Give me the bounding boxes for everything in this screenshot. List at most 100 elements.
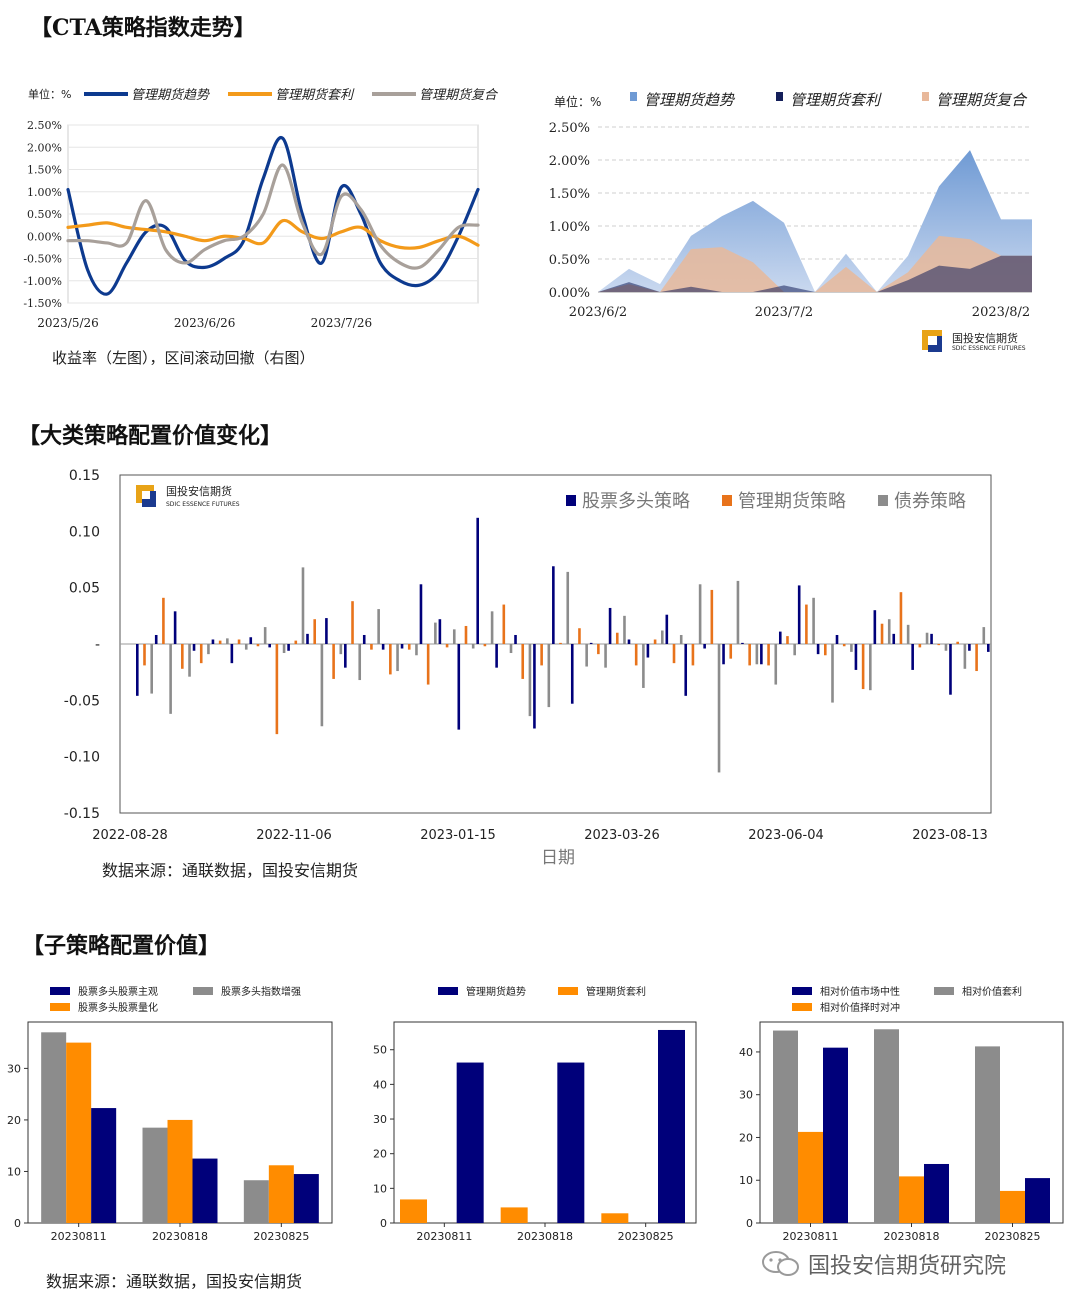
bar [167, 1119, 193, 1223]
bar [760, 644, 763, 665]
bar [377, 609, 380, 644]
sub-cta-chart: 0 10 20 30 40 50 20230811 20230818 20230825 管理期货趋… [373, 985, 697, 1243]
bigclass-source: 数据来源：通联数据，国投安信期货 [102, 861, 359, 880]
y-tick-label: 0.50% [549, 253, 590, 268]
bar [400, 1199, 427, 1223]
x-tick-label: 2023-01-15 [420, 828, 496, 843]
bar [332, 644, 335, 679]
bar [854, 644, 858, 670]
bar [566, 571, 570, 644]
legend-swatch [566, 495, 576, 506]
bar [438, 619, 442, 644]
bar [136, 644, 139, 696]
bar [842, 644, 846, 647]
legend-label: 股票多头股票主观 [78, 985, 158, 998]
bar [500, 1207, 528, 1223]
bar [642, 644, 645, 688]
bar [824, 644, 827, 656]
bar [528, 644, 532, 717]
sub-section-title: 【子策略配置价值】 [22, 933, 221, 959]
y-tick-label: -0.05 [64, 693, 100, 709]
sub-stock-chart: 010203020230811 20230818 20230825股票多头股票主观股… [7, 985, 333, 1243]
unit-label: 单位：% [554, 94, 601, 109]
y-tick-label: 10 [7, 1165, 21, 1178]
y-tick-label: 0 [14, 1217, 21, 1230]
bar [237, 639, 241, 644]
bar [162, 597, 165, 644]
bar [294, 640, 298, 644]
x-tick-label: 2022-11-06 [256, 828, 332, 843]
bar [691, 644, 695, 666]
bar [831, 644, 834, 703]
bar [471, 644, 475, 649]
bar [892, 633, 896, 644]
legend-swatch [558, 987, 578, 995]
y-tick-label: 0.15 [69, 468, 100, 484]
bar [703, 644, 706, 649]
bar [540, 644, 543, 666]
bar [949, 644, 952, 695]
bar [778, 631, 782, 644]
legend-label: 股票多头股票量化 [78, 1001, 158, 1014]
y-tick-label: 0.05 [69, 581, 100, 597]
bar [679, 634, 683, 644]
bar [722, 644, 725, 665]
y-tick-label: 30 [739, 1089, 753, 1102]
sdic-logo-en: SDIC ESSENCE FUTURES [952, 345, 1026, 352]
bar [982, 627, 986, 644]
bar [578, 628, 581, 644]
legend-swatch [438, 987, 458, 995]
bar [509, 644, 513, 654]
bar [419, 584, 423, 644]
y-tick-label: 2.50% [549, 121, 590, 136]
bar [150, 644, 153, 694]
legend-label: 相对价值市场中性 [820, 985, 900, 998]
bar [906, 624, 910, 644]
logo-cn: 国投安信期货 [166, 484, 232, 498]
bar [634, 644, 638, 666]
bar [918, 644, 922, 648]
bar [552, 566, 555, 644]
bar [615, 632, 619, 644]
x-tick-label: 20230825 [618, 1230, 674, 1243]
legend-label: 管理期货趋势 [644, 91, 736, 109]
bar [944, 644, 948, 651]
y-tick-label: 10 [739, 1174, 753, 1187]
y-tick-label: -0.10 [64, 750, 100, 766]
legend-label: 债券策略 [894, 491, 966, 512]
wechat-icon [762, 1251, 799, 1276]
cta-drawdown-chart: 2.50% 2.00% 1.50% 1.00% 0.50% 0.00% 2023/6/2 20… [549, 91, 1032, 320]
bar [207, 644, 210, 655]
legend-label: 管理期货复合 [419, 88, 499, 103]
y-tick-label: -0.15 [64, 806, 100, 822]
legend-swatch [50, 987, 70, 995]
bar [521, 644, 525, 679]
bar [268, 644, 271, 648]
bigclass-section-title: 【大类策略配置价值变化】 [18, 423, 283, 449]
watermark: 国投安信期货研究院 [760, 1244, 1078, 1284]
bar [968, 644, 971, 651]
bar [911, 644, 914, 670]
cta-section-title: 【CTA策略指数走势】 [30, 15, 256, 41]
bar [658, 1029, 685, 1223]
y-tick-label: 0 [380, 1217, 387, 1230]
legend-label: 相对价值择时对冲 [820, 1001, 900, 1014]
bar [313, 619, 316, 644]
bar [400, 644, 404, 649]
cta-caption: 收益率（左图），区间滚动回撤（右图） [52, 349, 315, 367]
bar [495, 644, 498, 668]
x-tick-label: 2023/6/2 [569, 305, 627, 320]
series-line [66, 218, 480, 250]
bar [557, 1062, 585, 1223]
bar [570, 644, 574, 704]
bar [899, 1176, 924, 1223]
bar [483, 644, 487, 647]
x-tick-label: 2023-08-13 [912, 828, 988, 843]
bar [381, 644, 385, 650]
legend-label: 管理期货套利 [790, 91, 882, 109]
bar [661, 630, 664, 644]
bar [774, 644, 778, 685]
series-line [66, 163, 480, 270]
x-tick-label: 20230811 [416, 1230, 472, 1243]
sub-rv-chart: 0 10 20 30 40 20230811 20230818 20230825 相对价值市场中… [739, 985, 1064, 1243]
